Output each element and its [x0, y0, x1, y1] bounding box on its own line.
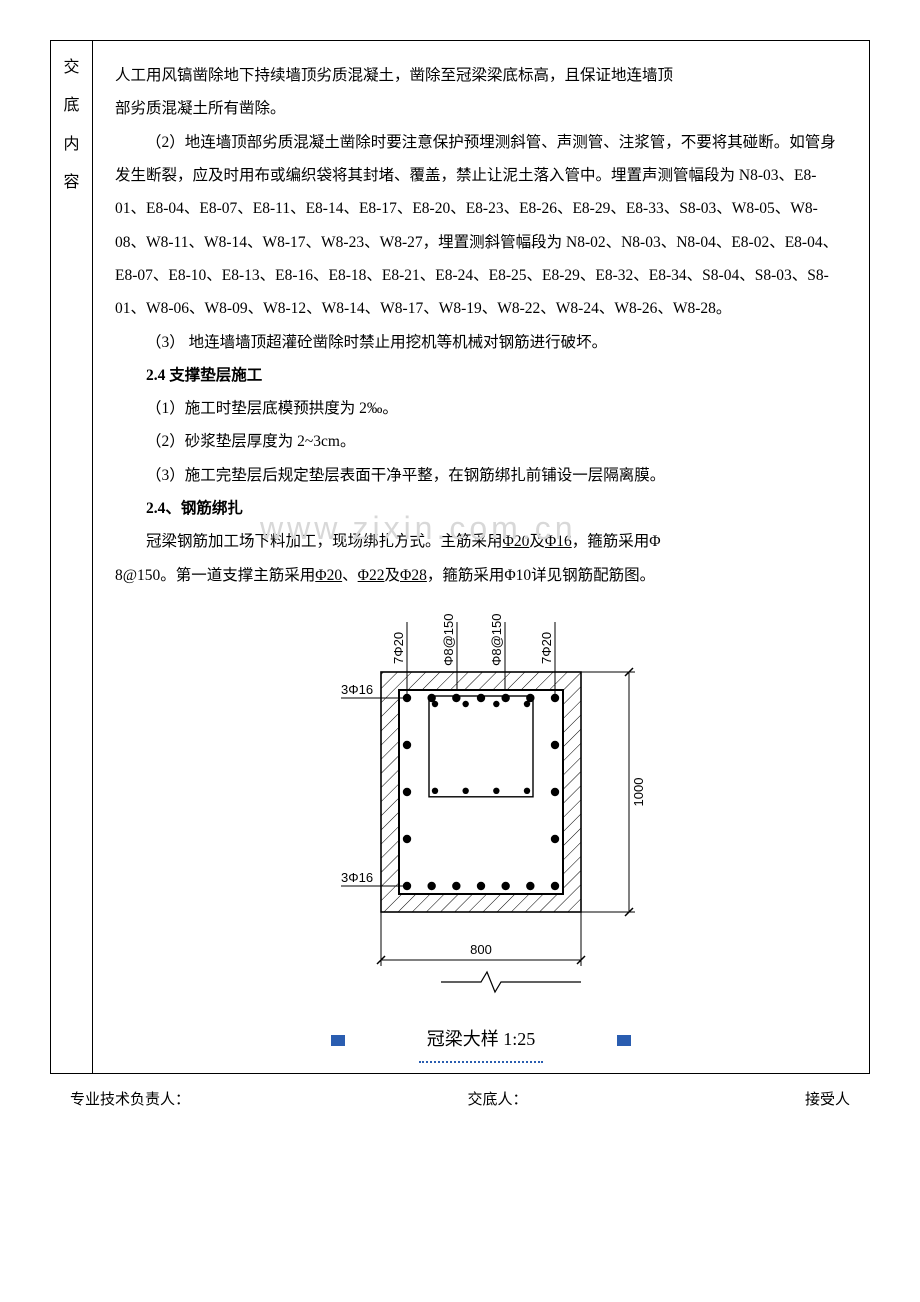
text-span: ，箍筋采用Φ10详见钢筋配筋图。 — [427, 567, 655, 584]
text-span: 8@150。第一道支撑主筋采用 — [115, 567, 315, 584]
underlined-span: Φ16 — [545, 533, 572, 550]
underlined-span: Φ20 — [503, 533, 530, 550]
caption-badge-left-icon — [331, 1035, 345, 1046]
svg-text:Φ8@150: Φ8@150 — [441, 614, 456, 667]
svg-text:7Φ20: 7Φ20 — [539, 632, 554, 664]
body-line: 8@150。第一道支撑主筋采用Φ20、Φ22及Φ28，箍筋采用Φ10详见钢筋配筋… — [115, 559, 847, 592]
svg-text:Φ8@150: Φ8@150 — [489, 614, 504, 667]
side-label-cell: 交 底 内 容 — [51, 41, 93, 1074]
footer-row: 专业技术负责人： 交底人： 接受人 — [50, 1084, 870, 1109]
caption-badge-right-icon — [617, 1035, 631, 1046]
main-table: 交 底 内 容 人工用风镐凿除地下持续墙顶劣质混凝土，凿除至冠梁梁底标高，且保证… — [50, 40, 870, 1074]
body-paragraph: （3）施工完垫层后规定垫层表面干净平整，在钢筋绑扎前铺设一层隔离膜。 — [115, 459, 847, 492]
section-heading: 2.4、钢筋绑扎 — [115, 492, 847, 525]
content-cell: 人工用风镐凿除地下持续墙顶劣质混凝土，凿除至冠梁梁底标高，且保证地连墙顶 部劣质… — [93, 41, 870, 1074]
figure-caption: 冠梁大样 1:25 — [419, 1020, 544, 1063]
svg-text:800: 800 — [470, 942, 492, 957]
footer-left: 专业技术负责人： — [70, 1088, 190, 1109]
caption-row: 冠梁大样 1:25 — [115, 1014, 847, 1063]
body-paragraph: （2）砂浆垫层厚度为 2~3cm。 — [115, 425, 847, 458]
body-line: 部劣质混凝土所有凿除。 — [115, 92, 847, 125]
text-span: 及 — [529, 533, 545, 550]
cross-section-diagram: 7Φ20 Φ8@150 Φ8@150 7Φ20 3Φ16 3Φ16 800 1000 — [241, 602, 721, 1002]
side-label-char: 内 — [55, 126, 88, 164]
side-label-char: 交 — [55, 49, 88, 87]
body-paragraph: 冠梁钢筋加工场下料加工，现场绑扎方式。主筋采用Φ20及Φ16，箍筋采用Φ — [115, 525, 847, 558]
underlined-span: Φ28 — [400, 567, 427, 584]
side-label-char: 底 — [55, 87, 88, 125]
svg-text:7Φ20: 7Φ20 — [391, 632, 406, 664]
underlined-span: Φ22 — [358, 567, 385, 584]
text-span: ，箍筋采用Φ — [572, 533, 661, 550]
document-wrapper: www.zixin.com.cn 交 底 内 容 人工用风镐凿除地下持续墙顶劣质… — [50, 40, 870, 1109]
body-paragraph: （1）施工时垫层底模预拱度为 2‰。 — [115, 392, 847, 425]
svg-text:3Φ16: 3Φ16 — [341, 870, 373, 885]
text-span: 冠梁钢筋加工场下料加工，现场绑扎方式。主筋采用 — [146, 533, 503, 550]
body-paragraph: （3） 地连墙墙顶超灌砼凿除时禁止用挖机等机械对钢筋进行破坏。 — [115, 326, 847, 359]
footer-right: 接受人 — [805, 1088, 850, 1109]
footer-mid: 交底人： — [467, 1088, 527, 1109]
side-label-char: 容 — [55, 164, 88, 202]
figure-wrapper: 7Φ20 Φ8@150 Φ8@150 7Φ20 3Φ16 3Φ16 800 1000 冠梁大样… — [115, 602, 847, 1063]
text-span: 、 — [342, 567, 358, 584]
text-span: 及 — [384, 567, 400, 584]
body-line: 人工用风镐凿除地下持续墙顶劣质混凝土，凿除至冠梁梁底标高，且保证地连墙顶 — [115, 59, 847, 92]
underlined-span: Φ20 — [315, 567, 342, 584]
svg-text:3Φ16: 3Φ16 — [341, 682, 373, 697]
section-heading: 2.4 支撑垫层施工 — [115, 359, 847, 392]
svg-text:1000: 1000 — [631, 778, 646, 807]
body-paragraph: （2）地连墙顶部劣质混凝土凿除时要注意保护预埋测斜管、声测管、注浆管，不要将其碰… — [115, 126, 847, 326]
